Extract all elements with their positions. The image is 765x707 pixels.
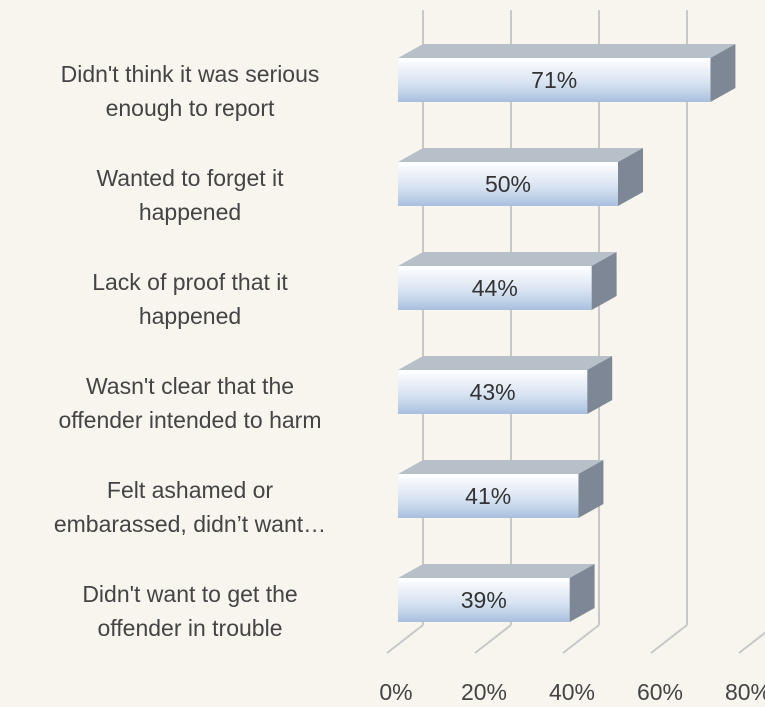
bar-side-face	[569, 564, 595, 622]
data-label: 41%	[465, 483, 511, 509]
bar-front-face	[398, 266, 592, 310]
floor-gridline-60	[650, 624, 688, 654]
bar-3: 44%	[398, 252, 617, 310]
x-tick-label: 0%	[379, 679, 412, 705]
bar-side-face	[710, 44, 736, 102]
bar-side-face	[578, 460, 604, 518]
bar-top-face	[398, 564, 595, 578]
category-label-6: Didn't want to get the offender in troubl…	[82, 581, 297, 641]
bar-front-face	[398, 58, 711, 102]
bar-front-face	[398, 578, 570, 622]
floor-gridline-20	[474, 624, 512, 654]
x-tick-label: 60%	[637, 679, 683, 705]
bar-6: 39%	[398, 564, 595, 622]
category-label-line: happened	[139, 303, 241, 329]
category-label-line: enough to report	[106, 95, 275, 121]
bar-top-face	[398, 356, 613, 370]
data-label: 43%	[470, 379, 516, 405]
category-label-4: Wasn't clear that the offender intended t…	[59, 373, 322, 433]
category-label-line: Didn't think it was serious	[61, 61, 320, 87]
category-label-line: Felt ashamed or	[107, 477, 274, 503]
x-tick-label: 40%	[549, 679, 595, 705]
category-label-5: Felt ashamed or embarassed, didn’t want…	[54, 477, 326, 537]
category-label-line: happened	[139, 199, 241, 225]
bar-1: 71%	[398, 44, 736, 102]
bar-2: 50%	[398, 148, 643, 206]
bar-5: 41%	[398, 460, 604, 518]
x-tick-label: 80%	[725, 679, 765, 705]
data-label: 50%	[485, 171, 531, 197]
bar-top-face	[398, 44, 736, 58]
bar-top-face	[398, 252, 617, 266]
category-label-line: Didn't want to get the	[82, 581, 297, 607]
data-label: 44%	[472, 275, 518, 301]
category-label-line: offender intended to harm	[59, 407, 322, 433]
category-label-line: Wanted to forget it	[96, 165, 284, 191]
bar-front-face	[398, 474, 579, 518]
floor-gridline-40	[562, 624, 600, 654]
bar-front-face	[398, 370, 588, 414]
bar-4: 43%	[398, 356, 613, 414]
category-label-line: Lack of proof that it	[92, 269, 288, 295]
category-label-line: embarassed, didn’t want…	[54, 511, 326, 537]
bar-top-face	[398, 460, 604, 474]
bar-side-face	[587, 356, 613, 414]
category-label-3: Lack of proof that it happened	[92, 269, 288, 329]
x-axis-tick-labels: 0% 20% 40% 60% 80%	[379, 679, 765, 705]
floor-gridline-0	[386, 624, 424, 654]
floor-gridline-80	[738, 631, 765, 654]
bar-top-face	[398, 148, 643, 162]
x-tick-label: 20%	[461, 679, 507, 705]
category-label-2: Wanted to forget it happened	[96, 165, 284, 225]
category-label-line: Wasn't clear that the	[86, 373, 294, 399]
category-label-line: offender in trouble	[98, 615, 283, 641]
category-label-1: Didn't think it was serious enough to rep…	[61, 61, 320, 121]
bar-front-face	[398, 162, 618, 206]
gridlines	[386, 10, 765, 654]
category-labels: Didn't think it was serious enough to rep…	[54, 61, 326, 641]
bars: 71% 50% 44% 43% 41% 39%	[398, 44, 736, 622]
bar-side-face	[618, 148, 643, 206]
data-label: 39%	[461, 587, 507, 613]
data-label: 71%	[531, 67, 577, 93]
bar-side-face	[591, 252, 617, 310]
